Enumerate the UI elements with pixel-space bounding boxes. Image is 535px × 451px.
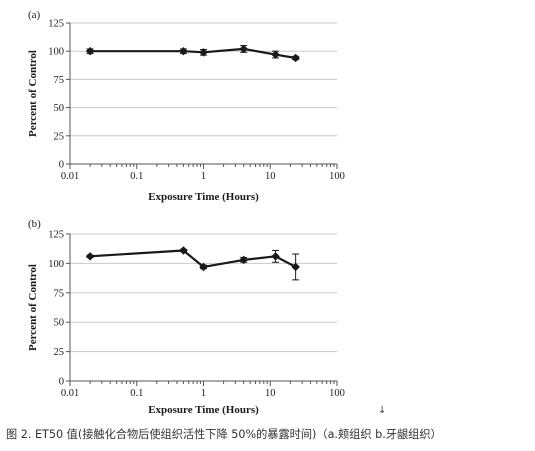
x-axis-title: Exposure Time (Hours): [148, 191, 259, 203]
x-tick-label: 0.01: [61, 388, 79, 399]
y-tick-label: 125: [48, 19, 64, 30]
y-tick-label: 25: [54, 131, 65, 142]
series-line: [90, 249, 297, 268]
y-tick-label: 0: [59, 160, 64, 171]
data-point-marker: [179, 46, 188, 56]
x-tick-label: 0.1: [130, 388, 143, 399]
data-point-marker: [239, 255, 249, 265]
y-axis-title: Percent of Control: [27, 264, 39, 351]
data-point-marker: [85, 251, 95, 261]
data-point-marker: [239, 44, 249, 54]
y-tick-label: 0: [59, 377, 64, 388]
x-tick-label: 0.01: [61, 171, 79, 182]
x-tick-label: 1: [201, 171, 206, 182]
y-tick-label: 125: [48, 230, 64, 241]
y-tick-label: 25: [54, 347, 65, 358]
y-tick-label: 50: [54, 103, 65, 114]
data-point-marker: [179, 246, 188, 255]
panel-label: (b): [28, 218, 41, 230]
y-tick-label: 100: [48, 47, 64, 58]
series-line: [90, 47, 296, 60]
data-point-marker: [291, 53, 300, 63]
data-point-marker: [291, 262, 300, 272]
x-tick-label: 1: [201, 388, 206, 399]
figure-caption: 图 2. ET50 值(接触化合物后使组织活性下降 50%的暴露时间)（a.颊组…: [6, 428, 442, 441]
data-point-marker: [199, 47, 208, 57]
data-point-marker: [271, 251, 280, 261]
data-point-marker: [199, 262, 208, 272]
y-tick-label: 50: [54, 318, 65, 329]
x-tick-label: 0.1: [130, 171, 143, 182]
x-tick-label: 100: [329, 388, 345, 399]
y-axis-title: Percent of Control: [27, 50, 39, 137]
chart-panel-b: (b) 0 25 50 75 100 125 0.01 0.1 1 10 100 Exposure Ti…: [27, 218, 345, 416]
x-tick-label: 100: [329, 171, 345, 182]
panel-label: (a): [28, 9, 41, 21]
chart-panel-a: (a) 0 25 50 75 100 125 0.01 0.1 1 10 100 Exposure Ti…: [27, 9, 345, 203]
x-tick-label: 10: [265, 171, 276, 182]
x-axis-title: Exposure Time (Hours): [148, 404, 259, 416]
y-tick-label: 75: [54, 288, 65, 299]
data-point-marker: [85, 46, 95, 56]
data-point-marker: [271, 50, 280, 59]
y-tick-label: 100: [48, 259, 64, 270]
paragraph-mark-arrow: ↓: [378, 405, 387, 416]
x-tick-label: 10: [265, 388, 276, 399]
y-tick-label: 75: [54, 75, 65, 86]
